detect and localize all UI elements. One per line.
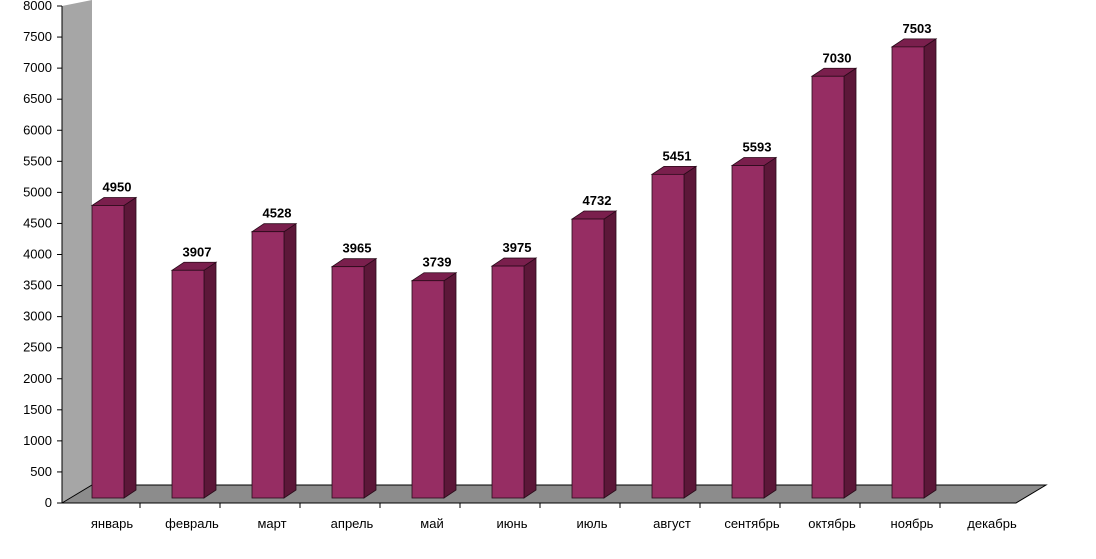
bar-side: [843, 67, 857, 499]
bar: [90, 196, 138, 499]
data-label: 3975: [503, 240, 532, 255]
data-label: 7030: [823, 50, 852, 65]
bar-side: [683, 165, 697, 499]
data-label: 5593: [743, 140, 772, 155]
bar-side: [123, 196, 137, 499]
x-category-label: апрель: [331, 516, 374, 531]
bar-front: [731, 165, 765, 499]
bar-front: [891, 46, 925, 499]
bar: [410, 271, 458, 499]
data-labels: 4950 3907 4528 3965 3739 3975 4732 5451 5593 7030…: [103, 21, 932, 270]
bar: [330, 257, 378, 499]
y-tick-label: 4000: [23, 247, 52, 262]
bar-front: [91, 205, 125, 499]
bar: [650, 165, 698, 499]
bar-side: [603, 210, 617, 499]
data-label: 7503: [903, 21, 932, 36]
x-category-label: август: [653, 516, 691, 531]
x-category-label: февраль: [165, 516, 219, 531]
y-tick-label: 6500: [23, 91, 52, 106]
side-wall: [62, 0, 92, 503]
bar-front: [251, 231, 285, 499]
y-tick-label: 500: [30, 464, 52, 479]
bar-side: [923, 38, 937, 499]
bar-side: [523, 257, 537, 499]
bar-side: [443, 271, 457, 499]
data-label: 3907: [183, 244, 212, 259]
x-category-label: сентябрь: [724, 516, 780, 531]
y-tick-label: 7500: [23, 29, 52, 44]
x-category-label: июль: [576, 516, 607, 531]
bar-front: [651, 173, 685, 499]
bar: [170, 261, 218, 499]
bar-front: [411, 280, 445, 499]
y-tick-label: 8000: [23, 0, 52, 13]
x-category-label: июнь: [497, 516, 528, 531]
bars: [90, 38, 938, 499]
x-category-label: май: [420, 516, 443, 531]
bar: [250, 222, 298, 499]
bar-front: [571, 218, 605, 499]
y-axis-ticks: 0 500 1000 1500 2000 2500 3000 3500 4000 4500 5000…: [23, 0, 62, 510]
y-tick-label: 1000: [23, 433, 52, 448]
data-label: 5451: [663, 148, 692, 163]
bar-front: [811, 75, 845, 499]
bar-side: [363, 257, 377, 499]
y-tick-label: 3000: [23, 309, 52, 324]
bar: [730, 156, 778, 499]
data-label: 3965: [343, 241, 372, 256]
x-category-label: январь: [91, 516, 133, 531]
y-tick-label: 2500: [23, 340, 52, 355]
bar: [890, 38, 938, 499]
y-tick-label: 5500: [23, 153, 52, 168]
data-label: 3739: [423, 255, 452, 270]
y-tick-label: 7000: [23, 60, 52, 75]
bar-front: [171, 269, 205, 499]
bar-side: [283, 222, 297, 499]
bar: [810, 67, 858, 499]
chart-walls: [60, 0, 1048, 504]
x-category-label: декабрь: [967, 516, 1017, 531]
y-tick-label: 5000: [23, 184, 52, 199]
x-category-label: март: [257, 516, 286, 531]
x-category-label: октябрь: [808, 516, 856, 531]
bar-side: [763, 156, 777, 499]
bar-side: [203, 261, 217, 499]
y-tick-label: 4500: [23, 215, 52, 230]
bar: [570, 210, 618, 499]
data-label: 4528: [263, 206, 292, 221]
bar-front: [331, 266, 365, 499]
bar: [490, 257, 538, 499]
x-axis-categories: январь февраль март апрель май июнь июль август…: [91, 503, 1017, 531]
y-tick-label: 3500: [23, 278, 52, 293]
x-category-label: ноябрь: [891, 516, 934, 531]
y-tick-label: 2000: [23, 371, 52, 386]
bar-front: [491, 265, 525, 499]
data-label: 4732: [583, 193, 612, 208]
y-tick-label: 6000: [23, 122, 52, 137]
y-tick-label: 0: [45, 495, 52, 510]
data-label: 4950: [103, 179, 132, 194]
y-tick-label: 1500: [23, 402, 52, 417]
